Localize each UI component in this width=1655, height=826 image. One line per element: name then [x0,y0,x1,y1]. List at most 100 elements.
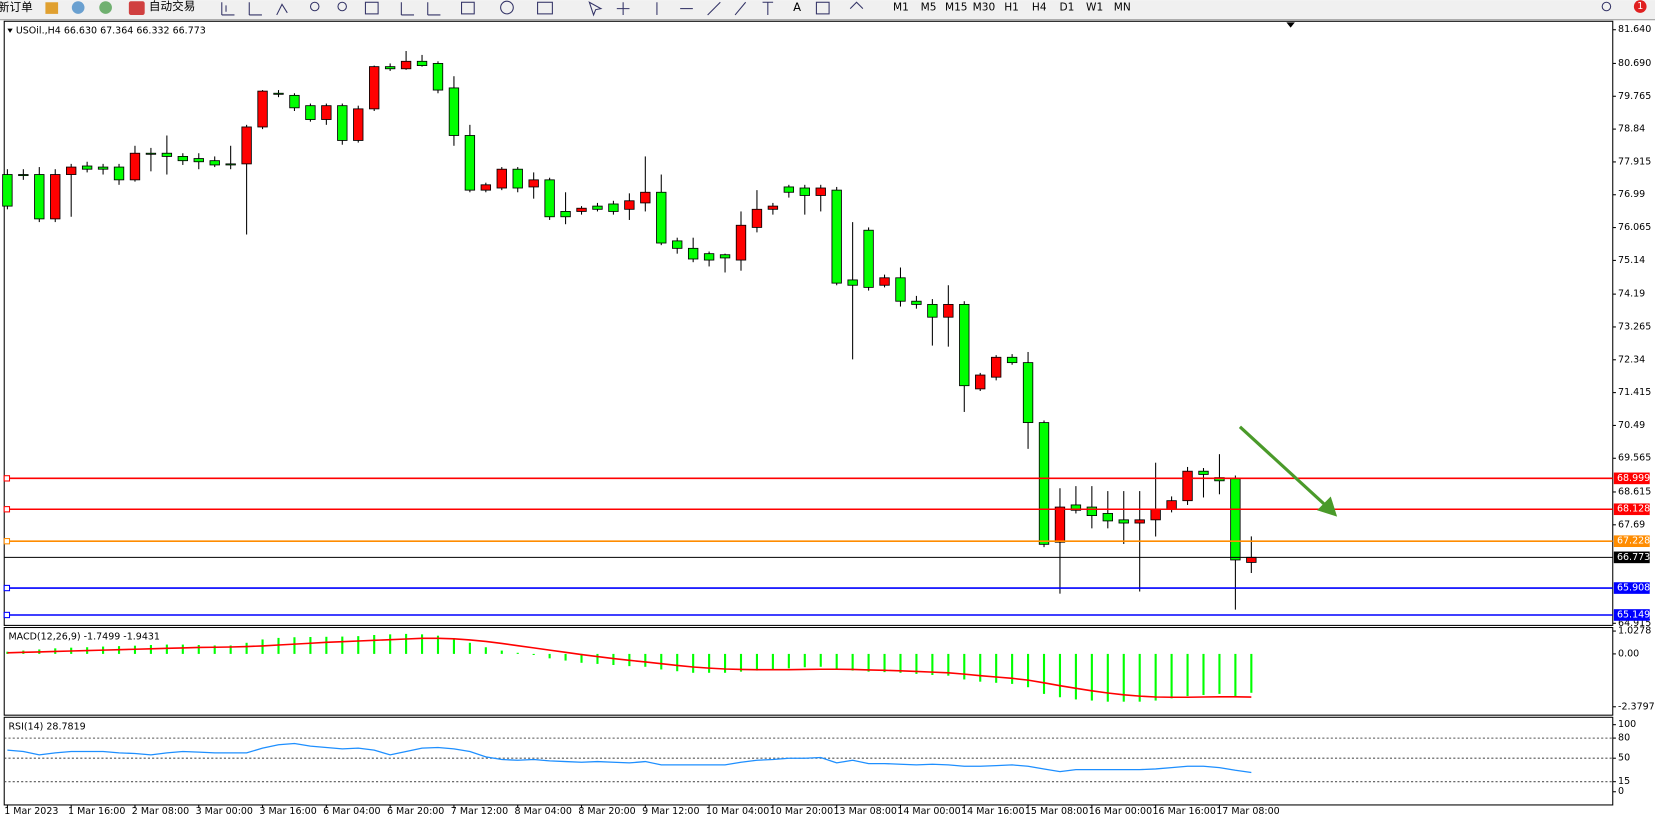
timeframe-button[interactable]: MN [1114,2,1131,14]
new-order[interactable]: 新订单 [0,0,33,14]
candle-body [863,229,874,288]
annotation-arrow [1238,425,1338,517]
panel-frame [3,716,1614,806]
indicator-title: MACD(12,26,9) -1.7499 -1.9431 [8,632,160,643]
candle-body [113,166,125,181]
candle-body [145,152,157,155]
y-tick-label: 79.765 [1618,91,1651,102]
x-tick-label: 8 Mar 20:00 [578,806,635,817]
y-tick-label: 1.0278 [1618,626,1651,637]
timeframe-button[interactable]: M5 [921,2,937,14]
candle-body [560,211,571,218]
candle-body [703,253,715,261]
candle-body [608,203,619,212]
y-tick-label: 75.14 [1618,255,1645,266]
x-tick-label: 14 Mar 00:00 [897,806,960,817]
candle-body [576,207,587,212]
price-tag [1613,503,1650,516]
arrow-head [1317,496,1338,517]
candle-body [1246,556,1257,563]
candle-body [353,108,364,141]
candle-body [321,105,332,120]
price-tag [1613,582,1650,594]
price-tag [1613,551,1650,564]
candle-body [257,90,268,128]
rsi-line [7,742,1252,774]
candle-body [241,126,252,165]
notification-badge[interactable] [1633,0,1647,13]
x-tick-label: 3 Mar 00:00 [196,806,253,817]
y-tick-label: 64.915 [1618,618,1651,629]
candle-body [1006,356,1018,364]
timeframe-button[interactable]: W1 [1086,2,1103,14]
candle-body [1182,470,1193,502]
badge-count: 1 [1637,1,1643,12]
candle-body [400,60,412,70]
timeframe-button[interactable]: M15 [945,2,968,14]
y-tick-label: 78.84 [1618,124,1645,135]
icon[interactable] [128,1,145,15]
text-tool[interactable]: A [793,0,801,14]
y-tick-label: 76.99 [1618,189,1645,200]
candle-body [975,374,986,390]
candle-body [592,205,603,210]
candle-body [847,279,858,286]
candle-body [2,174,13,207]
y-tick-label: 80 [1618,733,1630,744]
icon[interactable] [99,1,112,14]
candle-body [1230,478,1241,561]
candle-body [1022,362,1034,424]
x-tick-label: 10 Mar 04:00 [706,806,769,817]
x-tick-label: 13 Mar 08:00 [834,806,897,817]
price-tag-label: 67.228 [1617,536,1650,547]
candle-body [1070,504,1082,511]
candle-body [544,179,555,218]
signal-line [7,637,1252,699]
title-arrow [7,28,13,33]
icon[interactable] [45,2,59,14]
y-tick-label: 77.915 [1618,156,1651,167]
candle-body [799,187,810,196]
candle-body [959,303,970,387]
candle-body [528,179,539,188]
candle-body [337,105,348,141]
candle-body [177,156,188,162]
toolbar-bg [0,0,1655,20]
x-tick-label: 7 Mar 12:00 [451,806,508,817]
candle-body [751,208,763,228]
candle-body [50,174,61,220]
tool-icons[interactable] [221,0,1612,17]
y-tick-label: 70.49 [1618,420,1645,431]
candle-body [480,184,492,191]
timeframe-button[interactable]: H1 [1004,2,1019,14]
timeframe-button[interactable]: M30 [973,2,996,14]
candle-body [943,303,954,318]
candle-body [225,163,236,166]
candle-body [1166,500,1177,510]
auto-trading[interactable]: 自动交易 [149,0,195,13]
candle-body [624,200,635,210]
y-tick-label: 68.615 [1618,486,1651,497]
x-tick-label: 15 Mar 08:00 [1025,806,1088,817]
indicator-title: RSI(14) 28.7819 [8,721,85,732]
candle-body [831,189,842,284]
candle-body [1054,506,1066,543]
candle-body [735,224,747,261]
x-tick-label: 1 Mar 16:00 [68,806,125,817]
price-tag-label: 68.999 [1617,473,1650,484]
timeframe-button[interactable]: M1 [893,2,909,14]
x-tick-label: 16 Mar 16:00 [1152,806,1215,817]
price-tag-label: 68.128 [1617,504,1650,515]
candle-body [719,254,731,259]
icon[interactable] [71,1,85,14]
timeframe-button[interactable]: D1 [1060,2,1075,14]
candle-body [767,205,779,210]
candle-body [97,166,109,170]
candle-body [640,191,651,204]
candle-body [496,168,507,189]
candle-body [1038,422,1050,545]
candle-body [464,135,476,191]
timeframe-button[interactable]: H4 [1032,2,1047,14]
y-tick-label: 69.565 [1618,453,1651,464]
